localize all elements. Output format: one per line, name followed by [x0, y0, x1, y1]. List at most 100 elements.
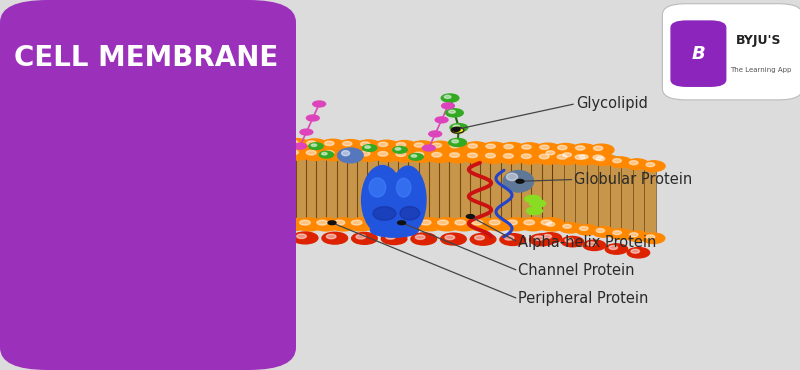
Circle shape: [445, 235, 454, 240]
Circle shape: [382, 233, 407, 245]
Circle shape: [378, 152, 388, 156]
Circle shape: [593, 155, 603, 160]
Circle shape: [452, 128, 460, 131]
Circle shape: [609, 246, 618, 249]
Circle shape: [609, 157, 632, 168]
Circle shape: [392, 141, 417, 152]
Circle shape: [396, 142, 406, 147]
Circle shape: [271, 140, 280, 145]
Circle shape: [530, 234, 555, 246]
Circle shape: [138, 195, 150, 201]
Ellipse shape: [373, 206, 396, 220]
Circle shape: [575, 153, 598, 164]
Circle shape: [542, 149, 565, 159]
Text: Glycolipid: Glycolipid: [576, 96, 648, 111]
Circle shape: [356, 140, 381, 151]
Circle shape: [233, 232, 258, 243]
Circle shape: [362, 145, 377, 151]
Text: Cholestrol: Cholestrol: [18, 168, 91, 183]
Circle shape: [300, 220, 310, 225]
Text: The Learning App: The Learning App: [730, 67, 791, 73]
Circle shape: [561, 236, 584, 247]
Circle shape: [428, 141, 453, 152]
Circle shape: [562, 153, 571, 157]
Circle shape: [451, 127, 464, 133]
Circle shape: [212, 147, 238, 159]
Circle shape: [415, 235, 425, 239]
Circle shape: [214, 220, 224, 225]
Circle shape: [141, 146, 166, 158]
Circle shape: [162, 177, 170, 181]
Circle shape: [322, 152, 327, 155]
Circle shape: [575, 146, 585, 150]
Circle shape: [146, 138, 155, 142]
Circle shape: [297, 234, 306, 239]
Circle shape: [539, 233, 562, 243]
Circle shape: [203, 231, 229, 243]
Circle shape: [642, 161, 665, 171]
Circle shape: [442, 94, 459, 102]
Circle shape: [266, 142, 273, 145]
Circle shape: [265, 127, 271, 130]
Circle shape: [403, 220, 414, 225]
Circle shape: [646, 163, 654, 167]
Circle shape: [472, 220, 482, 225]
Circle shape: [409, 154, 423, 160]
Circle shape: [486, 153, 495, 158]
Circle shape: [248, 148, 274, 159]
Ellipse shape: [400, 206, 420, 220]
Circle shape: [274, 144, 282, 148]
Circle shape: [270, 96, 288, 104]
Circle shape: [248, 220, 258, 225]
Circle shape: [306, 141, 316, 145]
Circle shape: [398, 218, 426, 231]
Circle shape: [317, 220, 327, 225]
Ellipse shape: [342, 151, 350, 156]
Circle shape: [450, 144, 459, 148]
Circle shape: [535, 143, 560, 155]
Circle shape: [144, 212, 173, 225]
Circle shape: [442, 103, 454, 109]
Circle shape: [546, 151, 554, 155]
Circle shape: [328, 221, 336, 225]
Ellipse shape: [370, 223, 418, 237]
Ellipse shape: [369, 178, 386, 197]
Circle shape: [295, 218, 323, 231]
Text: BYJU'S: BYJU'S: [736, 34, 782, 47]
Circle shape: [630, 233, 638, 237]
Text: Glycoprotein: Glycoprotein: [58, 96, 151, 111]
Circle shape: [238, 233, 247, 238]
Circle shape: [177, 137, 202, 148]
Text: Channel Protein: Channel Protein: [518, 263, 635, 278]
Text: B: B: [691, 45, 706, 63]
Circle shape: [162, 220, 172, 225]
Circle shape: [262, 125, 279, 134]
Circle shape: [230, 147, 256, 159]
Circle shape: [546, 222, 554, 226]
Circle shape: [626, 231, 648, 241]
Circle shape: [198, 149, 209, 153]
Circle shape: [500, 233, 526, 245]
Circle shape: [596, 157, 605, 161]
Circle shape: [422, 145, 435, 151]
Circle shape: [642, 233, 665, 243]
Circle shape: [263, 140, 281, 148]
Circle shape: [234, 149, 245, 154]
Circle shape: [334, 220, 345, 225]
Circle shape: [411, 155, 417, 157]
Circle shape: [592, 227, 614, 237]
Ellipse shape: [506, 173, 518, 181]
FancyBboxPatch shape: [670, 20, 726, 87]
Circle shape: [209, 218, 237, 231]
Circle shape: [381, 218, 409, 231]
FancyBboxPatch shape: [0, 0, 296, 370]
Circle shape: [266, 148, 292, 160]
Text: Integral Protein: Integral Protein: [18, 240, 130, 255]
Circle shape: [139, 179, 148, 183]
Circle shape: [563, 224, 571, 228]
Circle shape: [596, 229, 605, 232]
Text: Peripheral Protein: Peripheral Protein: [518, 292, 649, 306]
Circle shape: [571, 144, 596, 155]
Circle shape: [374, 149, 399, 162]
Circle shape: [429, 131, 442, 137]
